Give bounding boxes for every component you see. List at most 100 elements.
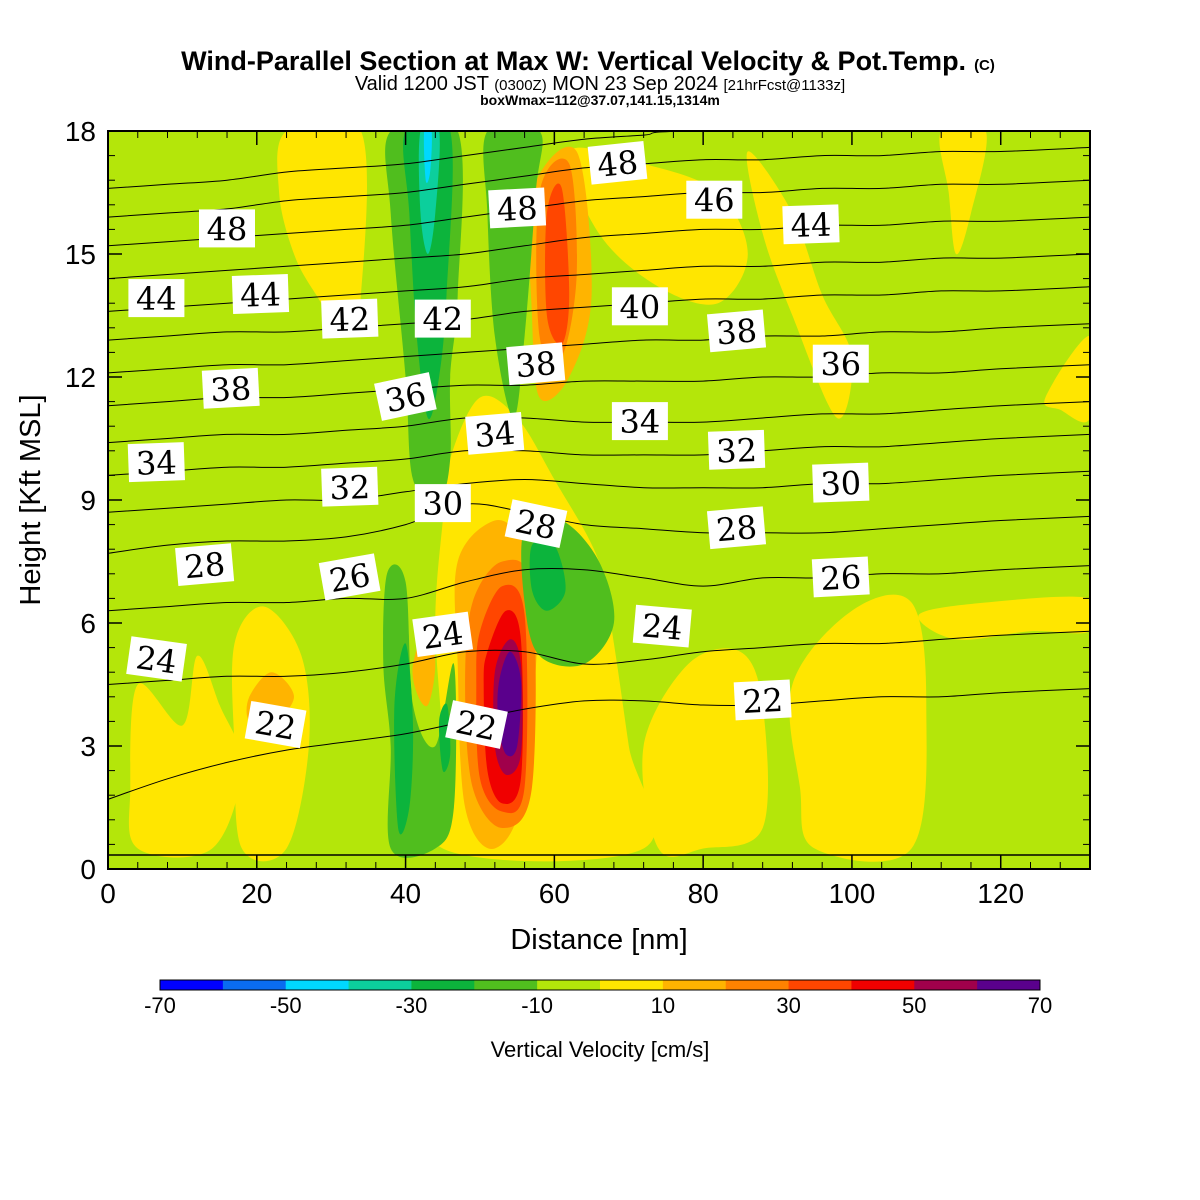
- contour-label-text: 34: [135, 443, 177, 482]
- contour-label-text: 22: [741, 681, 784, 721]
- contour-label-box: [465, 412, 525, 455]
- y-tick-label: 3: [80, 731, 96, 762]
- contour-label-text: 22: [452, 703, 500, 749]
- velocity-region: [939, 131, 987, 255]
- theta-contour-label: 24: [126, 636, 187, 682]
- y-tick-label: 6: [80, 608, 96, 639]
- theta-contour-line: [108, 323, 1090, 374]
- contour-label-box: [812, 462, 870, 503]
- contour-label-text: 30: [820, 464, 862, 503]
- theta-contour-line: [108, 565, 1090, 612]
- x-tick-label: 60: [539, 878, 570, 909]
- colorbar-frame: [159, 979, 1041, 991]
- contour-label-box: [414, 299, 471, 338]
- colorbar-tick-label: -10: [521, 993, 553, 1018]
- theta-contour-label: 46: [686, 180, 743, 220]
- contour-label-text: 30: [422, 485, 463, 523]
- velocity-region: [277, 131, 368, 336]
- contour-label-box: [587, 140, 648, 185]
- contour-label-text: 32: [329, 468, 371, 507]
- colorbar-tick-label: -50: [270, 993, 302, 1018]
- theta-contour-label: 36: [812, 344, 869, 384]
- colorbar-segment: [788, 980, 852, 990]
- contour-label-text: 28: [512, 502, 560, 548]
- theta-contour-label: 38: [706, 309, 767, 353]
- contour-label-text: 48: [207, 210, 248, 248]
- contour-label-text: 38: [715, 311, 759, 352]
- colorbar-segment: [537, 980, 601, 990]
- valid-zulu: (0300Z): [494, 77, 547, 94]
- contour-label-box: [127, 442, 186, 483]
- theta-contour-label: 48: [199, 209, 255, 248]
- x-tick-label: 100: [829, 878, 876, 909]
- theta-contour-label: 32: [707, 429, 766, 470]
- theta-contour-label: 44: [128, 279, 185, 318]
- contour-label-box: [782, 204, 840, 245]
- velocity-region: [403, 131, 453, 420]
- theta-contour-label: 26: [318, 553, 381, 601]
- y-tick-label: 9: [80, 485, 96, 516]
- velocity-region: [394, 643, 414, 835]
- x-tick-label: 120: [977, 878, 1024, 909]
- theta-contour-line: [108, 216, 1090, 280]
- theta-contour-label: 28: [706, 506, 767, 550]
- contour-label-box: [611, 287, 668, 326]
- theta-contour-label: 28: [175, 543, 235, 586]
- contour-label-box: [706, 506, 767, 550]
- theta-contour-label: 42: [414, 299, 471, 339]
- velocity-region: [1044, 335, 1090, 423]
- theta-contour-line: [108, 470, 1090, 513]
- copyright-mark: (C): [974, 57, 995, 74]
- x-tick-label: 40: [390, 878, 421, 909]
- y-tick-label: 15: [65, 239, 96, 270]
- theta-contour-line: [108, 131, 1090, 189]
- contour-label-text: 40: [620, 288, 661, 326]
- colorbar: -70 -50 -30 -10 10 30 50 70: [144, 979, 1052, 1018]
- contour-label-text: 34: [620, 403, 661, 441]
- colorbar-segment: [914, 980, 978, 990]
- colorbar-tick-label: -30: [396, 993, 428, 1018]
- velocity-region: [545, 183, 570, 345]
- colorbar-tick-label: 30: [776, 993, 800, 1018]
- contour-label-text: 44: [239, 275, 281, 314]
- x-tick-label: 80: [688, 878, 719, 909]
- colorbar-segment: [474, 980, 538, 990]
- contour-label-text: 32: [716, 431, 758, 470]
- theta-contour-label: 36: [374, 372, 437, 421]
- contour-label-text: 48: [595, 143, 639, 185]
- theta-contour-label: 24: [412, 611, 474, 658]
- colorbar-segment: [348, 980, 412, 990]
- x-axis-title: Distance [nm]: [510, 924, 687, 956]
- theta-contour-label: 28: [504, 499, 568, 549]
- x-tick-label: 20: [241, 878, 272, 909]
- theta-contour-label: 38: [506, 342, 566, 385]
- theta-contour-label: 48: [587, 140, 648, 185]
- velocity-region: [918, 596, 1090, 640]
- contour-label-text: 48: [496, 189, 539, 229]
- contour-label-text: 44: [136, 280, 177, 318]
- theta-contour-label: 44: [231, 274, 290, 315]
- x-tick-label: 0: [100, 878, 116, 909]
- theta-contour-label: 32: [321, 466, 379, 507]
- theta-contour-label: 44: [782, 204, 840, 245]
- colorbar-segment: [977, 980, 1041, 990]
- contour-label-text: 38: [514, 344, 558, 385]
- y-axis-title: Height [Kft MSL]: [15, 394, 47, 605]
- contour-label-text: 22: [252, 703, 299, 747]
- theta-contour-label: 48: [488, 187, 547, 229]
- contour-label-box: [414, 484, 471, 523]
- colorbar-segment: [160, 980, 224, 990]
- colorbar-segment: [725, 980, 790, 990]
- contour-label-box: [488, 187, 547, 229]
- colorbar-segment: [600, 980, 664, 990]
- contour-label-box: [199, 209, 255, 248]
- valid-date: MON 23 Sep 2024: [552, 73, 718, 95]
- contour-label-text: 34: [473, 414, 517, 455]
- y-tick-label: 12: [65, 362, 96, 393]
- velocity-region: [423, 131, 432, 183]
- contour-label-box: [244, 700, 307, 749]
- contour-label-text: 26: [326, 556, 373, 600]
- chart-title: Wind-Parallel Section at Max W: Vertical…: [181, 46, 995, 76]
- valid-prefix: Valid 1200 JST: [355, 73, 489, 95]
